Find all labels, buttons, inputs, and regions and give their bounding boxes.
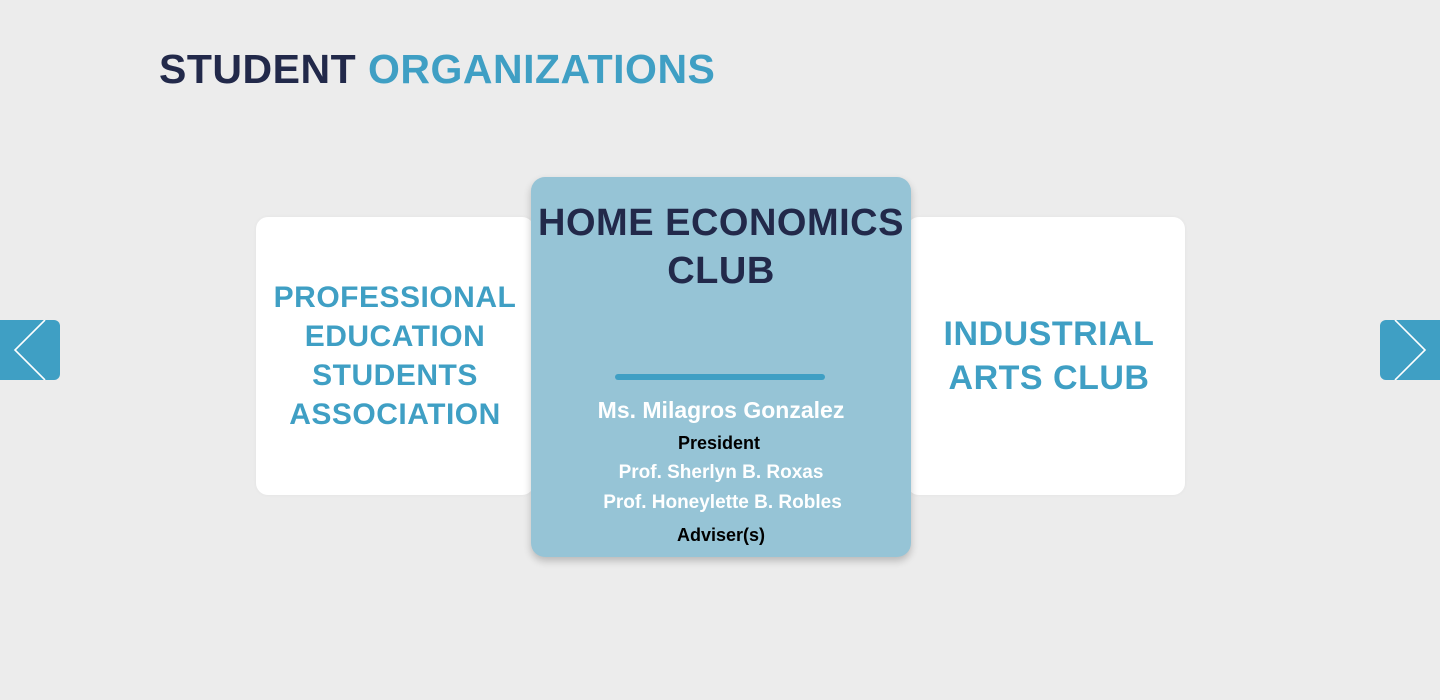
- adviser-name: Prof. Sherlyn B. Roxas: [618, 462, 824, 483]
- adviser-label: Adviser(s): [676, 525, 766, 545]
- card-divider: [615, 374, 825, 380]
- org-card-title: INDUSTRIAL ARTS CLUB: [943, 315, 1155, 397]
- org-card-title: PROFESSIONAL EDUCATION STUDENTS ASSOCIAT…: [273, 281, 517, 431]
- chevron-left-icon: [13, 320, 46, 380]
- org-card-title: HOME ECONOMICS CLUB: [538, 202, 904, 292]
- chevron-right-icon: [1394, 320, 1427, 380]
- president-name: Ms. Milagros Gonzalez: [597, 397, 845, 423]
- org-card-industrial-arts[interactable]: INDUSTRIAL ARTS CLUB: [907, 217, 1185, 495]
- carousel-prev-button[interactable]: [0, 320, 60, 380]
- page-title: STUDENT ORGANIZATIONS: [159, 44, 715, 94]
- org-card-home-economics-active[interactable]: HOME ECONOMICS CLUB Ms. Milagros Gonzale…: [531, 177, 911, 557]
- adviser-name: Prof. Honeylette B. Robles: [603, 492, 842, 513]
- page-title-primary: STUDENT: [159, 46, 357, 92]
- carousel-next-button[interactable]: [1380, 320, 1440, 380]
- page-title-accent: ORGANIZATIONS: [368, 46, 716, 92]
- president-label: President: [677, 433, 761, 453]
- org-card-professional-education[interactable]: PROFESSIONAL EDUCATION STUDENTS ASSOCIAT…: [256, 217, 534, 495]
